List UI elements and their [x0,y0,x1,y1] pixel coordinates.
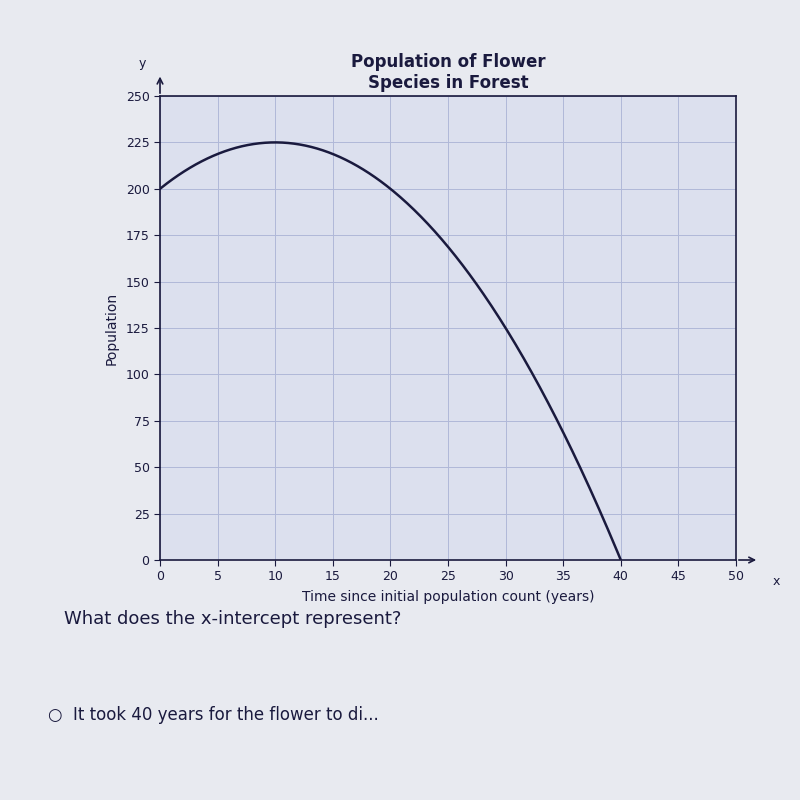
Y-axis label: Population: Population [105,291,118,365]
Text: x: x [773,575,780,588]
Title: Population of Flower
Species in Forest: Population of Flower Species in Forest [350,53,546,92]
Text: y: y [139,57,146,70]
Text: ○  It took 40 years for the flower to di...: ○ It took 40 years for the flower to di.… [48,706,378,724]
Text: What does the x-intercept represent?: What does the x-intercept represent? [64,610,402,628]
X-axis label: Time since initial population count (years): Time since initial population count (yea… [302,590,594,604]
